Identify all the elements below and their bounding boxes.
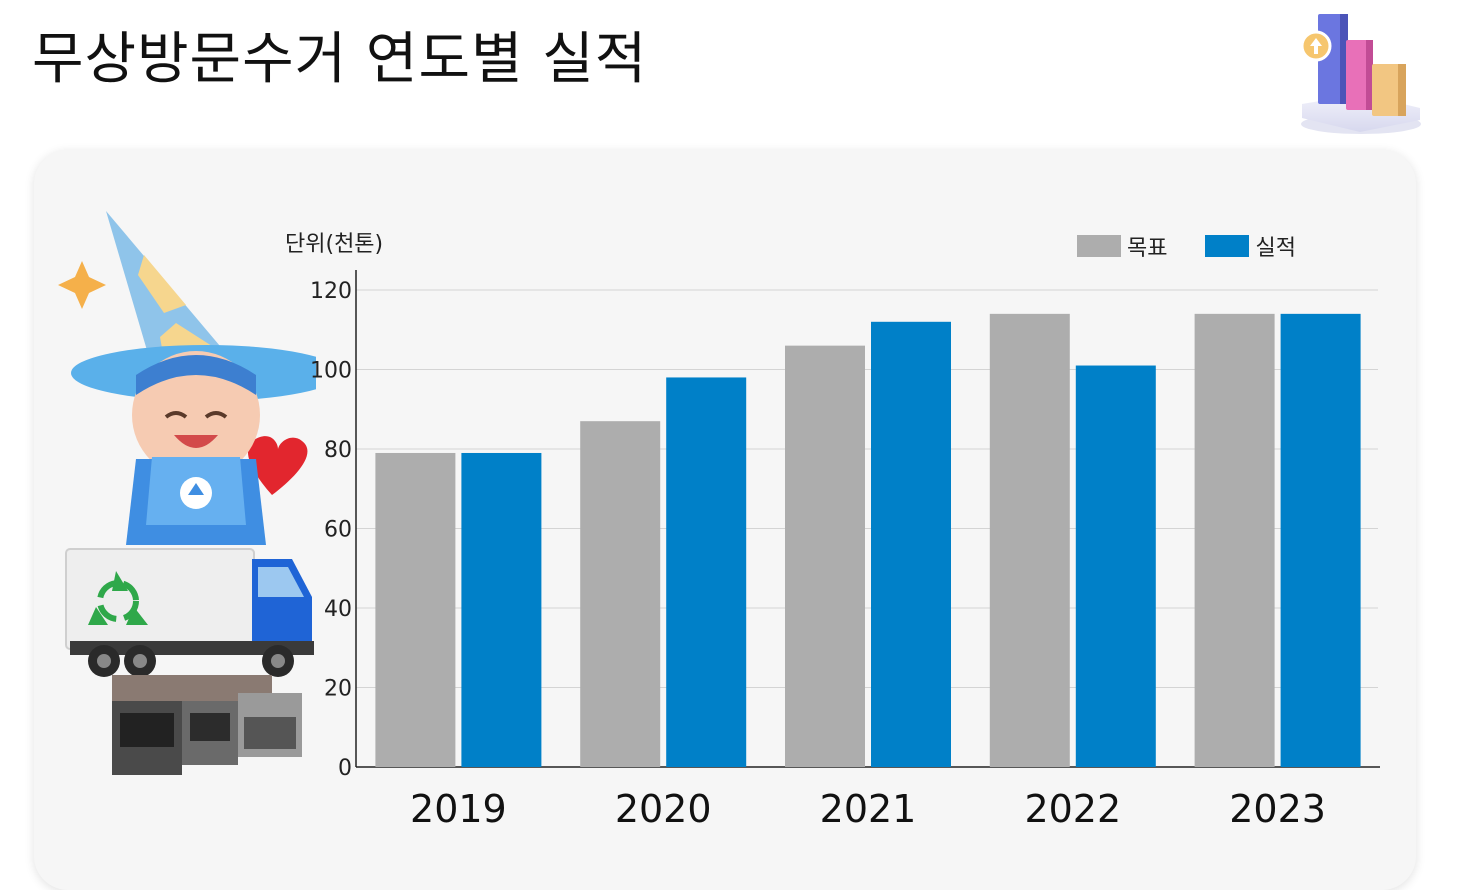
sparkle-icon [58,261,106,309]
legend-swatch-actual [1205,235,1250,257]
x-tick-label: 2022 [1024,787,1121,831]
y-axis-unit-label: 단위(천톤) [285,232,384,257]
bar-actual-2023 [1280,313,1361,767]
bar-target-2021 [785,345,865,767]
y-tick-label: 60 [324,518,352,543]
bar-actual-2022 [1075,365,1156,767]
legend-label-actual: 실적 [1255,236,1296,261]
y-tick-label: 80 [324,438,352,463]
y-tick-label: 100 [310,359,352,384]
y-tick-label: 40 [324,597,352,622]
x-tick-label: 2021 [820,787,917,831]
chart-legend: 목표 실적 [1077,230,1334,262]
x-tick-label: 2020 [615,787,712,831]
bar-target-2023 [1194,313,1275,767]
legend-item-target: 목표 [1077,230,1167,262]
legend-item-actual: 실적 [1205,230,1296,262]
bar-chart: 0 20 40 60 80 100 120 2019 2020 2021 2022 2023 [310,270,1380,831]
bar-chart-3d-icon [1300,14,1421,134]
y-tick-label: 120 [310,279,352,304]
mascot-illustration [58,211,316,775]
bar-target-2019 [375,452,456,767]
x-tick-label: 2023 [1229,787,1326,831]
x-tick-label: 2019 [410,787,507,831]
bar-actual-2020 [666,377,747,767]
bar-actual-2019 [461,452,542,767]
bar-actual-2021 [871,321,951,767]
y-tick-label: 20 [324,677,352,702]
page-title: 무상방문수거 연도별 실적 [32,27,648,92]
y-tick-label: 0 [338,756,352,781]
bar-target-2020 [580,421,661,767]
legend-label-target: 목표 [1127,236,1168,261]
bar-target-2022 [989,313,1070,767]
heart-icon [247,436,308,495]
legend-swatch-target [1077,235,1121,257]
